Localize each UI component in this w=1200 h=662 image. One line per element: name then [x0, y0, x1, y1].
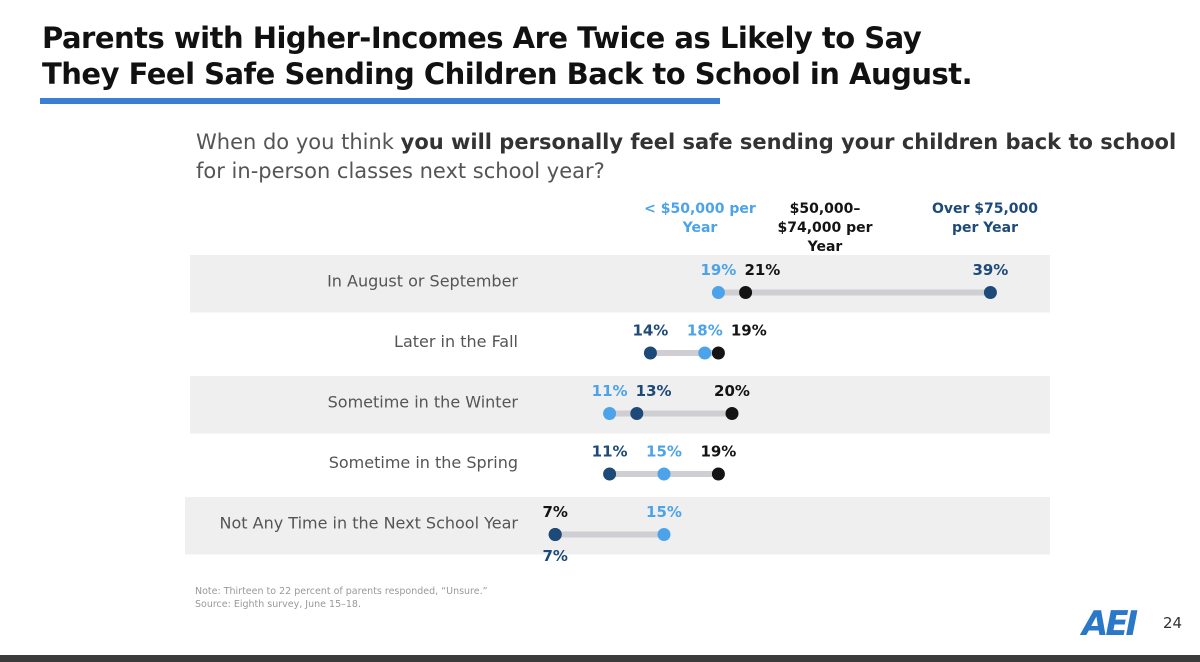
- value-label: 18%: [687, 322, 723, 340]
- title-line: Parents with Higher-Incomes Are Twice as…: [42, 21, 922, 55]
- value-label: 13%: [636, 382, 672, 400]
- dot: [657, 528, 671, 542]
- note: Note: Thirteen to 22 percent of parents …: [195, 586, 488, 597]
- page-number: 24: [1163, 614, 1183, 632]
- row-band: [185, 497, 1050, 555]
- legend-entry: < $50,000 per Year: [644, 201, 756, 236]
- question: When do you think you will personally fe…: [196, 128, 1176, 186]
- note: Source: Eighth survey, June 15–18.: [195, 599, 361, 610]
- dot: [698, 346, 712, 360]
- value-label: 7%: [542, 547, 567, 565]
- value-label: 15%: [646, 443, 682, 461]
- value-label: 19%: [700, 443, 736, 461]
- title: Parents with Higher-Incomes Are Twice as…: [42, 20, 973, 92]
- value-label: 19%: [731, 322, 767, 340]
- dot: [725, 407, 739, 421]
- category-label: Not Any Time in the Next School Year: [220, 514, 519, 533]
- value-label: 7%: [542, 503, 567, 521]
- row-band: [190, 376, 1050, 434]
- question-line: for in-person classes next school year?: [196, 159, 605, 183]
- logo: AEI: [1082, 604, 1138, 644]
- value-label: 15%: [646, 503, 682, 521]
- question-text: When do you think: [196, 130, 401, 154]
- dot: [603, 467, 617, 481]
- question-line: When do you think you will personally fe…: [196, 128, 1176, 157]
- value-label: 14%: [632, 322, 668, 340]
- title-underline: [40, 98, 720, 104]
- value-label: 39%: [972, 261, 1008, 279]
- category-label: In August or September: [327, 272, 518, 291]
- legend-entry: Over $75,000 per Year: [931, 201, 1039, 236]
- value-label: 19%: [700, 261, 736, 279]
- row-band: [190, 255, 1050, 313]
- value-label: 21%: [744, 261, 780, 279]
- notes: Note: Thirteen to 22 percent of parents …: [195, 585, 488, 611]
- dot: [603, 407, 617, 421]
- dot: [711, 286, 725, 300]
- dot: [983, 286, 997, 300]
- dot: [711, 346, 725, 360]
- question-bold: you will personally feel safe sending yo…: [400, 130, 1177, 154]
- value-label: 20%: [714, 382, 750, 400]
- dot: [548, 528, 562, 542]
- category-label: Sometime in the Winter: [328, 393, 519, 412]
- value-label: 11%: [592, 382, 628, 400]
- bottom-strip: [0, 655, 1200, 662]
- category-label: Later in the Fall: [394, 332, 518, 351]
- dot: [739, 286, 753, 300]
- legend-entry: $50,000–$74,000 per Year: [777, 201, 873, 255]
- value-label: 11%: [592, 443, 628, 461]
- dot: [630, 407, 644, 421]
- dot: [711, 467, 725, 481]
- category-label: Sometime in the Spring: [329, 453, 518, 472]
- dot: [657, 467, 671, 481]
- dot: [643, 346, 657, 360]
- title-line: They Feel Safe Sending Children Back to …: [42, 57, 973, 91]
